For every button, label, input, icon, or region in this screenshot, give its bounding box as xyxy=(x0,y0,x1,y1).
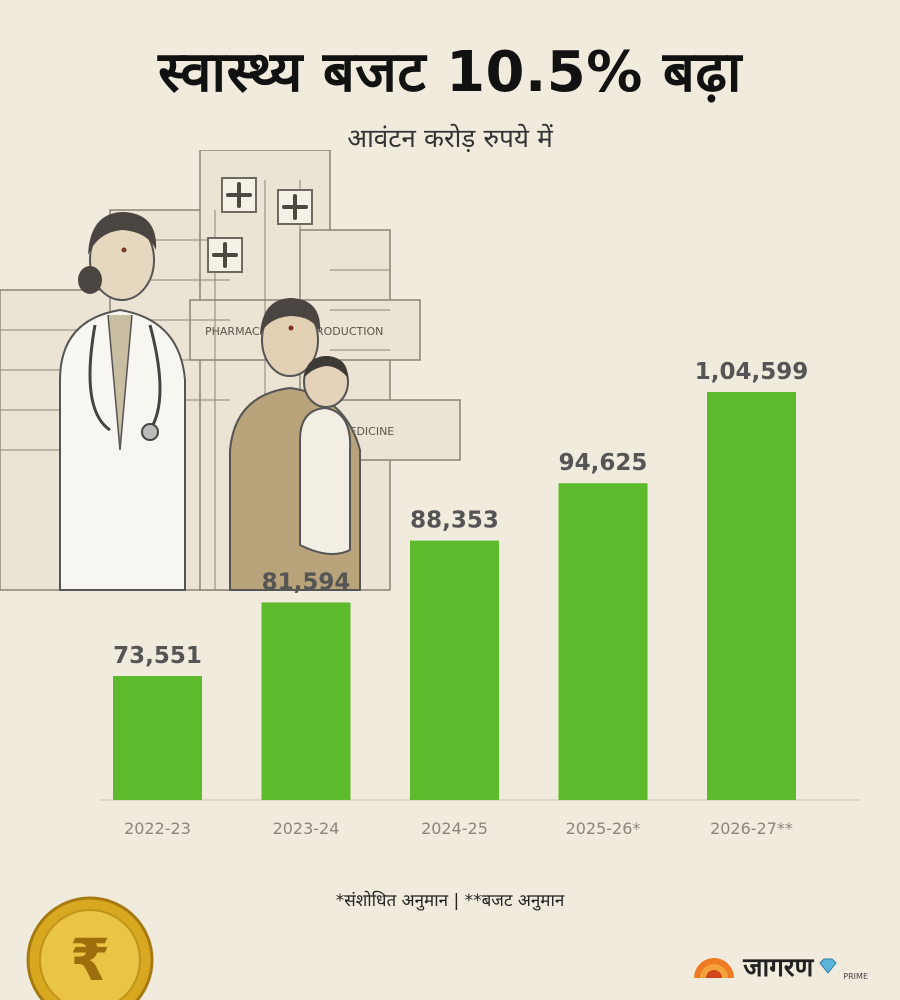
diamond-icon xyxy=(819,958,837,974)
bar-2026-27** xyxy=(707,392,796,800)
data-label: 73,551 xyxy=(113,643,202,669)
data-label: 88,353 xyxy=(410,508,499,534)
doctor-figure xyxy=(59,212,186,591)
page-title: स्वास्थ्य बजट 10.5% बढ़ा xyxy=(158,40,742,105)
bar-2022-23 xyxy=(113,676,202,800)
bar-2023-24 xyxy=(261,602,351,800)
footnote: *संशोधित अनुमान | **बजट अनुमान xyxy=(335,891,565,911)
coin-symbol: ₹ xyxy=(70,926,110,994)
bar-2024-25 xyxy=(410,540,499,800)
brand-sub: PRIME xyxy=(843,972,868,981)
bar-2025-26* xyxy=(558,483,648,800)
data-label: 94,625 xyxy=(559,450,648,476)
x-tick-label: 2026-27** xyxy=(710,819,793,838)
x-tick-label: 2023-24 xyxy=(273,819,340,838)
sunrise-logo-icon xyxy=(694,958,735,978)
data-label: 81,594 xyxy=(262,569,351,595)
x-tick-label: 2025-26* xyxy=(566,819,641,838)
brand-logo: जागरण PRIME xyxy=(691,948,868,984)
data-label: 1,04,599 xyxy=(695,359,809,385)
hospital-illustration: PHARMACEUTICAL PRODUCTION MEDICINE xyxy=(0,150,461,591)
x-tick-label: 2024-25 xyxy=(421,819,488,838)
page-subtitle: आवंटन करोड़ रुपये में xyxy=(347,124,553,154)
x-tick-label: 2022-23 xyxy=(124,819,191,838)
mother-child-figure xyxy=(229,298,361,591)
brand-name: जागरण xyxy=(743,953,814,983)
rupee-coin-icon: ₹ xyxy=(26,896,154,1000)
